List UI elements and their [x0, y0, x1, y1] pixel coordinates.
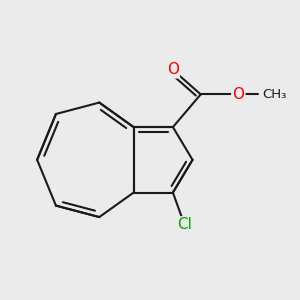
Text: O: O — [167, 62, 179, 77]
Text: Cl: Cl — [177, 218, 192, 232]
Text: O: O — [232, 87, 244, 102]
Text: CH₃: CH₃ — [262, 88, 286, 101]
